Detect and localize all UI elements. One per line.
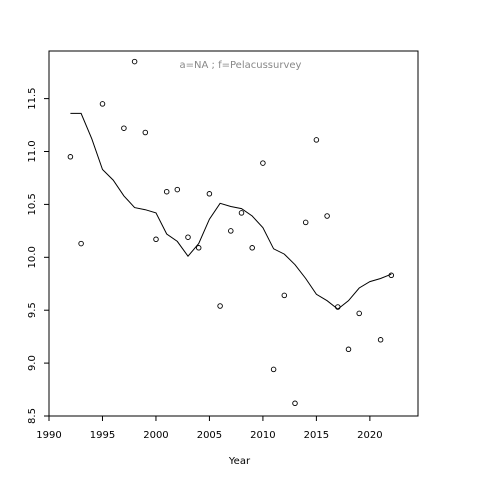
y-tick-label: 11.0 — [27, 140, 38, 162]
data-point — [249, 245, 255, 251]
data-point — [78, 240, 84, 247]
x-tick-label: 2015 — [304, 430, 329, 441]
data-point — [356, 310, 362, 317]
data-point — [217, 303, 223, 309]
x-tick-label: 1995 — [90, 430, 115, 441]
y-tick-label: 9.5 — [27, 302, 38, 318]
data-point — [281, 292, 288, 299]
data-point — [99, 101, 106, 107]
data-point — [335, 304, 341, 310]
data-point — [206, 191, 213, 197]
x-tick-label: 2000 — [143, 430, 168, 441]
y-tick-label: 10.0 — [27, 246, 38, 268]
plot-frame — [48, 50, 419, 417]
data-point — [270, 366, 277, 373]
data-point — [185, 234, 191, 240]
data-point — [313, 137, 320, 143]
y-tick-label: 9.0 — [27, 355, 38, 371]
data-point — [228, 228, 234, 234]
data-point — [131, 58, 138, 65]
trend-line — [70, 112, 392, 310]
data-point — [388, 272, 395, 279]
x-axis-label: Year — [228, 456, 251, 467]
data-point — [195, 245, 202, 251]
y-axis: 8.5 9.0 9.5 10.0 10.5 11.0 11.5 — [27, 87, 49, 424]
data-point — [292, 400, 298, 407]
data-points — [67, 58, 395, 407]
y-tick-label: 8.5 — [27, 408, 38, 424]
data-point — [142, 129, 149, 136]
data-point — [345, 346, 352, 353]
data-point — [67, 154, 74, 160]
data-point — [153, 236, 159, 243]
data-point — [377, 337, 384, 343]
data-point — [260, 160, 266, 166]
data-point — [238, 210, 245, 216]
data-point — [174, 186, 181, 193]
x-tick-label: 1990 — [36, 430, 61, 441]
data-point — [121, 125, 127, 131]
y-tick-label: 10.5 — [27, 193, 38, 215]
x-tick-label: 2010 — [250, 430, 275, 441]
data-point — [163, 188, 170, 195]
data-point — [324, 213, 330, 219]
x-tick-label: 2005 — [197, 430, 222, 441]
x-tick-label: 2020 — [357, 430, 382, 441]
x-axis: 1990 1995 2000 2005 2010 2015 2020 — [36, 416, 383, 441]
y-tick-label: 11.5 — [27, 87, 38, 109]
data-point — [302, 219, 309, 226]
chart-annotation: a=NA ; f=Pelacussurvey — [180, 60, 302, 71]
